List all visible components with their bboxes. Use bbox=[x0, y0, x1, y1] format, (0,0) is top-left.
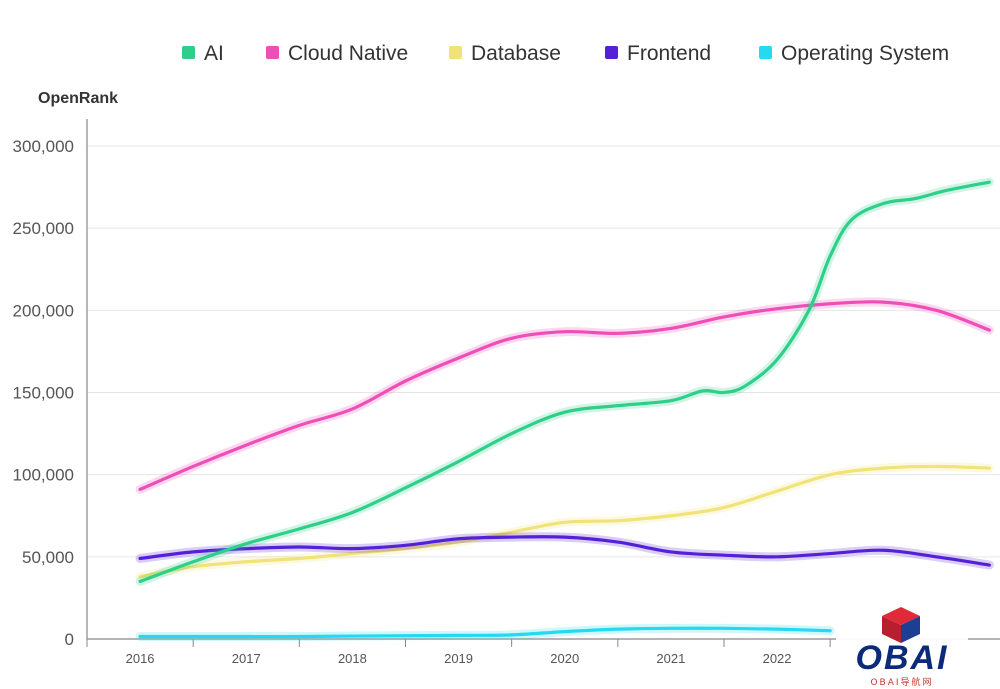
x-tick-label: 2018 bbox=[338, 651, 367, 666]
legend-item-database[interactable]: Database bbox=[449, 42, 561, 65]
legend-swatch bbox=[449, 46, 462, 59]
y-tick-label: 50,000 bbox=[22, 548, 74, 567]
legend-label: Operating System bbox=[781, 42, 949, 65]
x-tick-label: 2022 bbox=[763, 651, 792, 666]
legend-label: Cloud Native bbox=[288, 42, 408, 65]
legend[interactable]: AI Cloud Native Database Frontend Operating … bbox=[182, 42, 949, 65]
series-line-cloud-native bbox=[138, 300, 991, 492]
legend-swatch bbox=[605, 46, 618, 59]
legend-item-ai[interactable]: AI bbox=[182, 42, 224, 65]
y-tick-label: 100,000 bbox=[13, 466, 74, 485]
series-line-database bbox=[138, 464, 991, 579]
obai-watermark-logo: OBAI OBAI导航网 bbox=[836, 603, 968, 688]
series-glow-cloud-native bbox=[135, 297, 994, 494]
y-tick-label: 0 bbox=[65, 630, 74, 649]
series-line-ai bbox=[138, 180, 991, 584]
legend-item-cloud-native[interactable]: Cloud Native bbox=[266, 42, 408, 65]
legend-swatch bbox=[759, 46, 772, 59]
x-axis-ticks: 2016 2017 2018 2019 2020 2021 2022 bbox=[86, 639, 937, 666]
grid-lines bbox=[87, 145, 1000, 558]
watermark-subtitle: OBAI导航网 bbox=[870, 678, 934, 688]
legend-label: AI bbox=[204, 42, 224, 65]
x-tick-label: 2017 bbox=[232, 651, 261, 666]
series-line-frontend bbox=[138, 535, 991, 567]
x-tick-label: 2020 bbox=[550, 651, 579, 666]
y-tick-label: 250,000 bbox=[13, 219, 74, 238]
legend-swatch bbox=[182, 46, 195, 59]
series-line-operating-system bbox=[138, 626, 832, 639]
watermark-wordmark: OBAI bbox=[855, 639, 949, 677]
x-tick-label: 2016 bbox=[126, 651, 155, 666]
y-tick-label: 300,000 bbox=[13, 137, 74, 156]
y-axis-title: OpenRank bbox=[38, 90, 118, 107]
x-tick-label: 2021 bbox=[656, 651, 685, 666]
y-tick-label: 200,000 bbox=[13, 301, 74, 320]
legend-label: Frontend bbox=[627, 42, 711, 65]
series-lines bbox=[135, 177, 994, 642]
legend-swatch bbox=[266, 46, 279, 59]
y-axis-ticks: 0 50,000 100,000 150,000 200,000 250,000 300,0… bbox=[13, 137, 74, 649]
cube-logo-icon bbox=[882, 607, 920, 643]
y-tick-label: 150,000 bbox=[13, 384, 74, 403]
legend-item-frontend[interactable]: Frontend bbox=[605, 42, 711, 65]
legend-label: Database bbox=[471, 42, 561, 65]
legend-item-operating-system[interactable]: Operating System bbox=[759, 42, 949, 65]
x-tick-label: 2019 bbox=[444, 651, 473, 666]
